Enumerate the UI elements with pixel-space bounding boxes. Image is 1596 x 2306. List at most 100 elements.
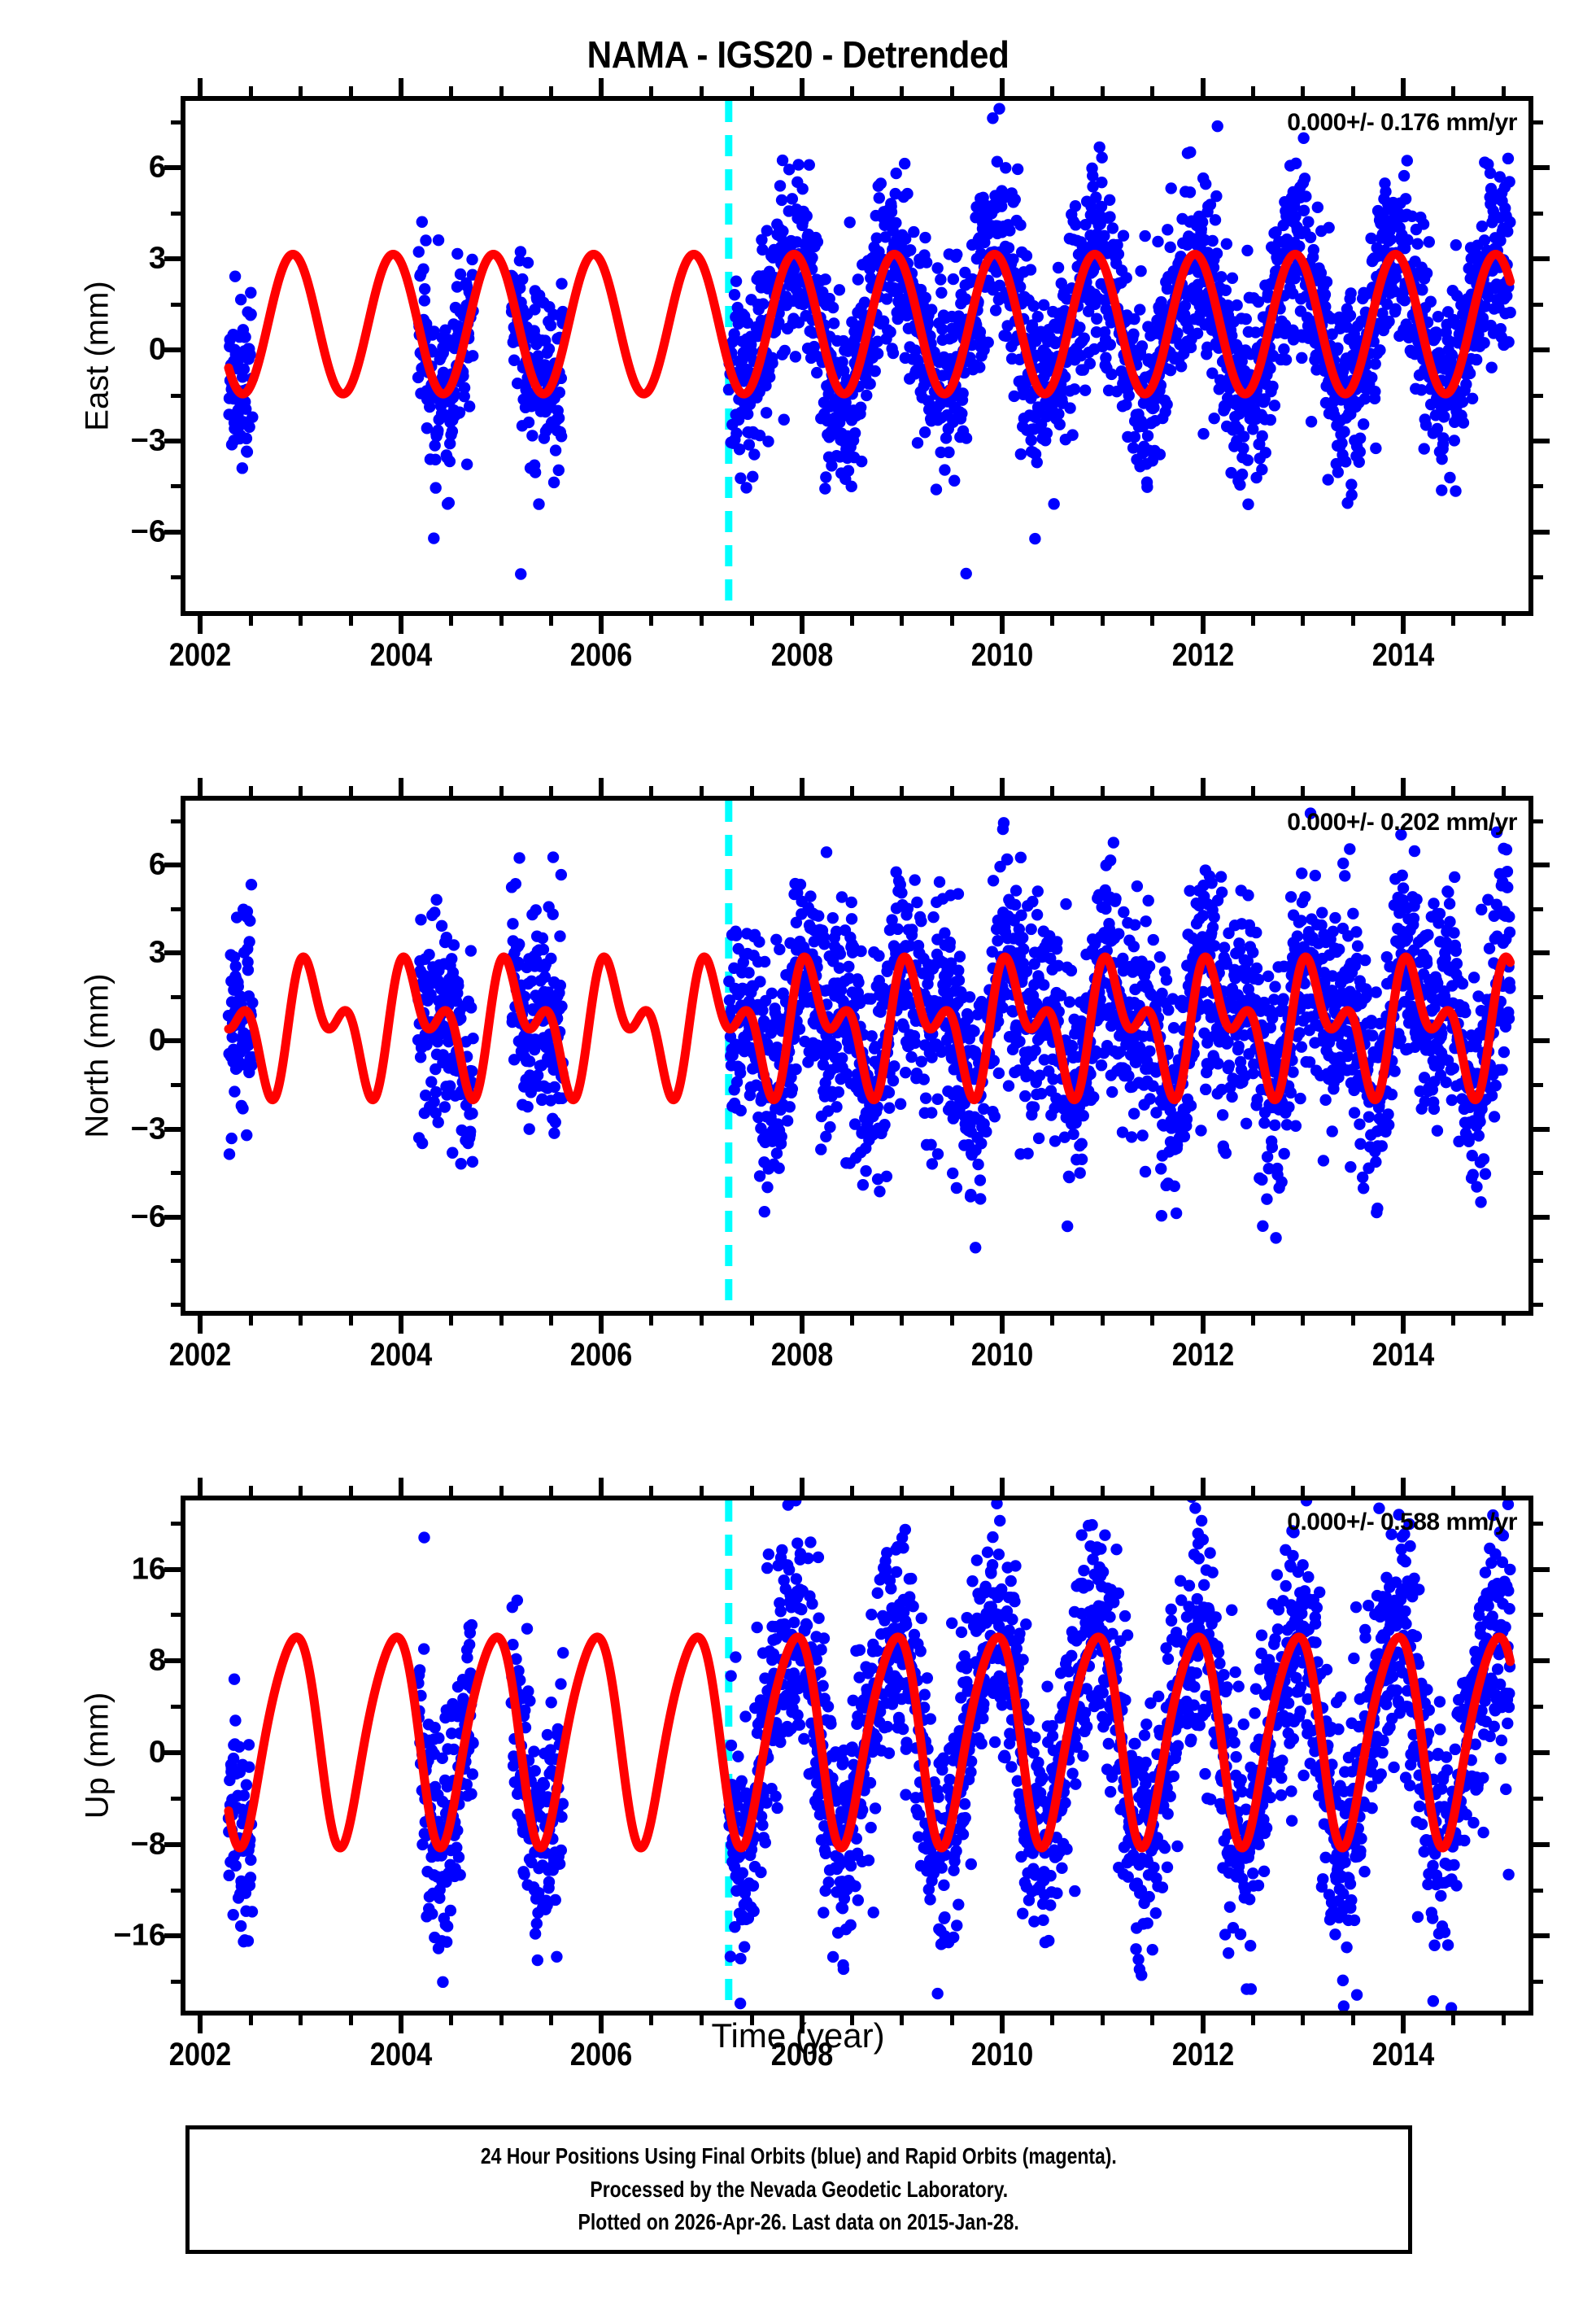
x-minor-tick bbox=[1451, 2016, 1456, 2025]
x-minor-tick bbox=[1150, 1486, 1155, 1496]
x-minor-tick bbox=[1250, 2016, 1255, 2025]
x-tick-label: 2004 bbox=[369, 637, 433, 673]
x-minor-tick bbox=[449, 1316, 453, 1326]
x-minor-tick bbox=[1301, 1486, 1306, 1496]
y-tick-label: 3 bbox=[148, 241, 166, 276]
north-plot-canvas bbox=[222, 801, 1516, 1311]
x-minor-tick bbox=[700, 86, 704, 96]
y-minor-tick bbox=[1533, 120, 1543, 124]
x-minor-tick bbox=[900, 786, 905, 796]
x-minor-tick bbox=[348, 1316, 353, 1326]
x-minor-tick bbox=[1250, 616, 1255, 626]
y-minor-tick bbox=[1533, 906, 1543, 911]
x-tick-mark bbox=[1200, 2016, 1206, 2033]
x-tick-label: 2012 bbox=[1171, 1337, 1234, 1373]
x-tick-label: 2014 bbox=[1371, 2037, 1435, 2072]
x-minor-tick bbox=[348, 86, 353, 96]
x-minor-tick bbox=[549, 2016, 554, 2025]
x-minor-tick bbox=[1150, 616, 1155, 626]
x-tick-mark bbox=[1000, 2016, 1005, 2033]
y-minor-tick bbox=[1533, 1303, 1543, 1308]
plot-panel-east: 0.000+/- 0.176 mm/yr bbox=[181, 96, 1533, 616]
x-minor-tick bbox=[849, 86, 854, 96]
x-minor-tick bbox=[950, 616, 955, 626]
x-minor-tick bbox=[749, 1316, 754, 1326]
x-minor-tick bbox=[1050, 86, 1055, 96]
x-minor-tick bbox=[1501, 1486, 1506, 1496]
x-tick-mark bbox=[398, 1478, 403, 1496]
x-minor-tick bbox=[1100, 786, 1105, 796]
x-minor-tick bbox=[348, 786, 353, 796]
x-minor-tick bbox=[700, 1316, 704, 1326]
caption-line-3: Plotted on 2026-Apr-26. Last data on 201… bbox=[578, 2209, 1020, 2235]
x-minor-tick bbox=[1350, 616, 1355, 626]
data-point-cloud bbox=[223, 103, 1516, 580]
y-minor-tick bbox=[1533, 1980, 1543, 1985]
x-minor-tick bbox=[849, 616, 854, 626]
y-tick-mark bbox=[164, 165, 181, 171]
x-minor-tick bbox=[1301, 2016, 1306, 2025]
x-minor-tick bbox=[299, 786, 303, 796]
x-minor-tick bbox=[248, 1486, 253, 1496]
x-tick-label: 2008 bbox=[770, 637, 833, 673]
x-minor-tick bbox=[1451, 1316, 1456, 1326]
x-tick-label: 2006 bbox=[570, 1337, 633, 1373]
x-tick-mark bbox=[799, 778, 805, 796]
x-minor-tick bbox=[1100, 2016, 1105, 2025]
east-plot-canvas bbox=[223, 101, 1516, 611]
y-tick-mark bbox=[1533, 1038, 1550, 1044]
x-minor-tick bbox=[749, 616, 754, 626]
y-tick-mark bbox=[1533, 1658, 1550, 1664]
x-minor-tick bbox=[900, 2016, 905, 2025]
x-minor-tick bbox=[449, 616, 453, 626]
x-minor-tick bbox=[248, 616, 253, 626]
y-minor-tick bbox=[1533, 1613, 1543, 1618]
y-minor-tick bbox=[1533, 1521, 1543, 1526]
x-tick-mark bbox=[1200, 78, 1206, 96]
x-minor-tick bbox=[1451, 1486, 1456, 1496]
x-tick-label: 2004 bbox=[369, 2037, 433, 2072]
x-minor-tick bbox=[1150, 786, 1155, 796]
x-tick-mark bbox=[1400, 1316, 1406, 1334]
x-minor-tick bbox=[549, 1316, 554, 1326]
y-tick-mark bbox=[164, 1038, 181, 1044]
x-minor-tick bbox=[1100, 86, 1105, 96]
x-minor-tick bbox=[1451, 616, 1456, 626]
x-minor-tick bbox=[1350, 2016, 1355, 2025]
y-tick-mark bbox=[1533, 1214, 1550, 1220]
x-tick-mark bbox=[198, 78, 203, 96]
x-tick-mark bbox=[599, 616, 604, 634]
y-tick-label: 3 bbox=[148, 935, 166, 970]
x-tick-mark bbox=[1200, 616, 1206, 634]
x-minor-tick bbox=[950, 2016, 955, 2025]
x-tick-label: 2014 bbox=[1371, 1337, 1435, 1373]
x-minor-tick bbox=[248, 86, 253, 96]
x-minor-tick bbox=[299, 1316, 303, 1326]
up-plot-canvas bbox=[222, 1500, 1516, 2011]
y-minor-tick bbox=[171, 211, 181, 216]
x-tick-mark bbox=[799, 78, 805, 96]
x-minor-tick bbox=[1301, 1316, 1306, 1326]
y-tick-mark bbox=[164, 1841, 181, 1847]
x-tick-mark bbox=[1000, 78, 1005, 96]
x-minor-tick bbox=[900, 86, 905, 96]
x-tick-label: 2010 bbox=[970, 637, 1034, 673]
x-minor-tick bbox=[1501, 86, 1506, 96]
x-minor-tick bbox=[449, 1486, 453, 1496]
y-tick-mark bbox=[164, 1749, 181, 1755]
y-tick-label: 16 bbox=[131, 1552, 166, 1587]
x-minor-tick bbox=[1350, 1316, 1355, 1326]
x-tick-label: 2002 bbox=[169, 1337, 232, 1373]
y-minor-tick bbox=[1533, 393, 1543, 398]
x-tick-label: 2012 bbox=[1171, 2037, 1234, 2072]
x-minor-tick bbox=[1350, 86, 1355, 96]
x-tick-mark bbox=[198, 778, 203, 796]
x-tick-mark bbox=[198, 1316, 203, 1334]
y-tick-mark bbox=[164, 1658, 181, 1664]
x-minor-tick bbox=[449, 86, 453, 96]
x-tick-label: 2004 bbox=[369, 1337, 433, 1373]
y-tick-mark bbox=[1533, 256, 1550, 262]
x-minor-tick bbox=[1050, 1316, 1055, 1326]
x-tick-mark bbox=[398, 2016, 403, 2033]
